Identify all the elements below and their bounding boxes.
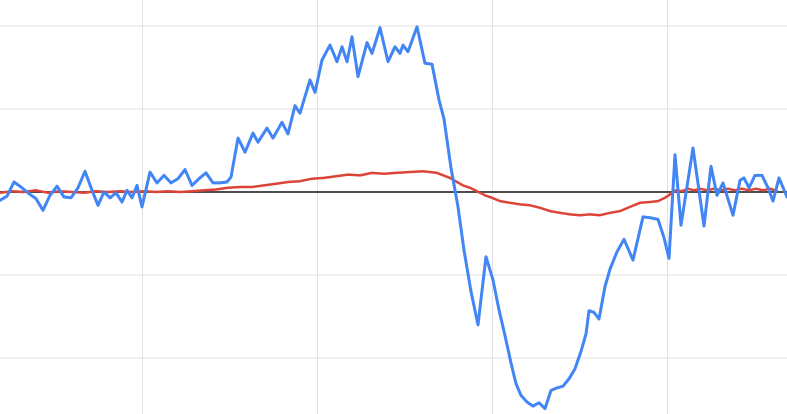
- series-blue-line: [0, 25, 787, 411]
- series-red-line: [0, 170, 779, 217]
